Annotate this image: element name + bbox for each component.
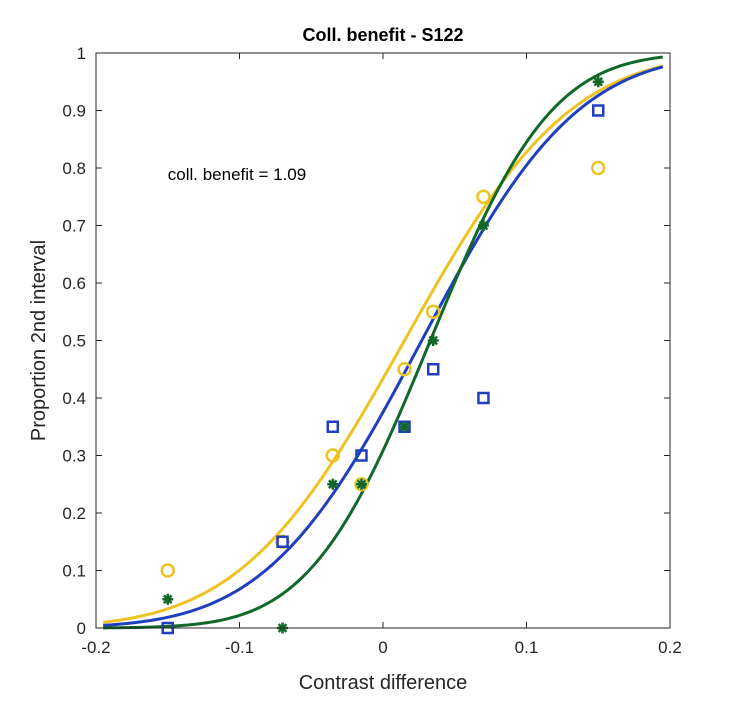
square-data-point: [592, 104, 605, 117]
circle-data-point: [354, 477, 369, 492]
y-tick-label: 0.5: [62, 332, 86, 351]
square-data-point: [276, 535, 289, 548]
y-tick-label: 0: [77, 619, 86, 638]
data-markers: [160, 76, 606, 635]
square-data-point: [326, 420, 340, 433]
fit-curves: [102, 55, 664, 630]
circle-data-point: [397, 362, 412, 377]
plot-area: [96, 53, 670, 628]
asterisk-data-point: [477, 220, 489, 231]
y-tick-label: 0.1: [62, 562, 86, 581]
square-data-point: [477, 391, 490, 405]
circle-data-point: [476, 189, 491, 204]
x-tick-label: -0.2: [81, 638, 110, 657]
asterisk-data-point: [162, 593, 174, 605]
asterisk-data-point: [399, 421, 411, 433]
circle-data-point: [591, 160, 606, 176]
y-axis-label: Proportion 2nd interval: [28, 240, 50, 441]
x-tick-label: 0.2: [658, 638, 682, 657]
axis-ticks: -0.2 -0.1 0 0.1 0.2 0 0.1 0.2 0.3 0.4 0.5 0.6 0.7 0.8…: [62, 44, 681, 657]
asterisk-data-point: [355, 478, 367, 490]
asterisk-fit-curve: [103, 55, 664, 630]
square-fit-curve: [103, 65, 664, 627]
y-tick-label: 0.9: [62, 102, 86, 121]
square-data-point: [355, 449, 368, 462]
y-tick-label: 0.8: [62, 159, 86, 178]
y-tick-label: 0.2: [62, 504, 86, 523]
coll-benefit-annotation: coll. benefit = 1.09: [168, 165, 306, 184]
y-tick-label: 0.4: [62, 389, 86, 408]
circle-data-point: [325, 448, 341, 463]
circle-fit-curve: [102, 64, 664, 624]
x-axis-label: Contrast difference: [299, 672, 468, 694]
asterisk-data-point: [327, 478, 339, 490]
y-tick-label: 1: [77, 44, 86, 63]
y-tick-label: 0.7: [62, 217, 86, 236]
x-tick-label: 0: [378, 638, 387, 657]
chart-title: Coll. benefit - S122: [302, 25, 463, 45]
circle-data-point: [425, 304, 441, 319]
x-tick-label: 0.1: [515, 638, 539, 657]
square-data-point: [426, 363, 440, 376]
circle-data-point: [160, 563, 175, 578]
y-tick-label: 0.6: [62, 274, 86, 293]
x-tick-label: -0.1: [225, 638, 254, 657]
asterisk-data-point: [427, 335, 439, 346]
asterisk-data-point: [592, 76, 604, 88]
y-tick-label: 0.3: [62, 447, 86, 466]
